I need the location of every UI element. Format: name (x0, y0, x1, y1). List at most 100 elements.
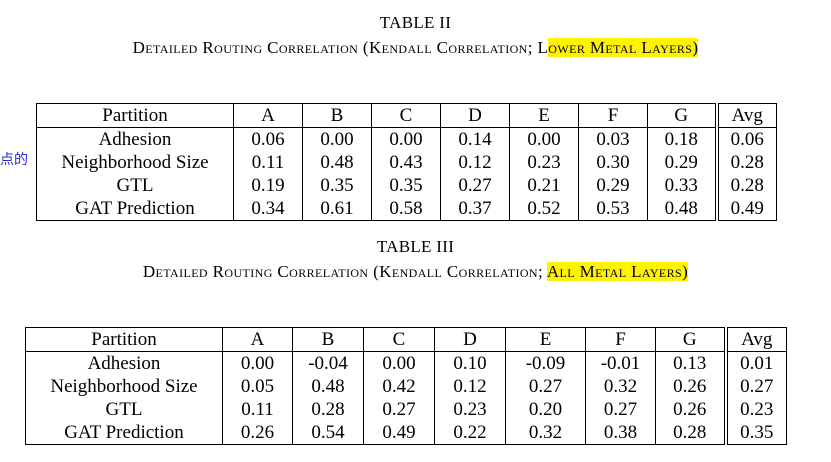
table-header-row: Partition A B C D E F G Avg (36, 103, 777, 128)
table-cell: 0.00 (371, 127, 441, 151)
table-cell: 0.61 (302, 197, 372, 221)
table-cell: 0.28 (292, 398, 364, 421)
table-header-row: Partition A B C D E F G Avg (25, 327, 787, 352)
header-partition: Partition (36, 103, 234, 128)
header-a: A (222, 327, 293, 352)
table-cell: 0.01 (723, 351, 787, 375)
table-cell: 0.32 (585, 375, 656, 398)
row-label: Adhesion (87, 353, 161, 374)
table-cell: 0.00 (302, 127, 372, 151)
table-cell: 0.58 (371, 197, 441, 221)
header-b: B (292, 327, 364, 352)
table-iii-caption-highlight: All Metal Layers) (546, 262, 689, 281)
table-iii-caption-plain: Detailed Routing Correlation (Kendall Co… (142, 262, 547, 281)
table-cell: 0.43 (371, 151, 441, 174)
table-cell: 0.27 (585, 398, 656, 421)
table-cell: 0.28 (655, 421, 726, 445)
table-cell: 0.19 (233, 174, 303, 197)
table-cell: 0.18 (647, 127, 717, 151)
table-cell: 0.26 (655, 398, 726, 421)
table-cell: 0.00 (222, 351, 293, 375)
row-label: GTL (116, 175, 154, 196)
table-row: GTL 0.11 0.28 0.27 0.23 0.20 0.27 0.26 0.23 (26, 398, 787, 421)
row-label: Adhesion (98, 129, 172, 150)
table-cell: 0.34 (233, 197, 303, 221)
table-cell: 0.28 (714, 174, 777, 197)
row-label: GTL (105, 399, 143, 420)
table-cell: 0.23 (509, 151, 579, 174)
table-cell: 0.33 (647, 174, 717, 197)
header-g: G (647, 103, 717, 128)
table-cell: 0.06 (233, 127, 303, 151)
table-cell: 0.35 (723, 421, 787, 445)
table-cell: 0.29 (647, 151, 717, 174)
table-cell: 0.28 (714, 151, 777, 174)
header-d: D (440, 103, 510, 128)
header-b: B (302, 103, 372, 128)
table-cell: 0.48 (647, 197, 717, 221)
table-cell: 0.27 (723, 375, 787, 398)
table-ii-label: TABLE II (379, 13, 452, 32)
table-cell: 0.53 (578, 197, 648, 221)
table-iii-label: TABLE III (376, 237, 455, 256)
table-cell: -0.04 (292, 351, 364, 375)
margin-annotation: 点的 (0, 152, 28, 168)
table-cell: 0.03 (578, 127, 648, 151)
table-cell: 0.49 (363, 421, 435, 445)
table-cell: 0.54 (292, 421, 364, 445)
table-cell: 0.30 (578, 151, 648, 174)
header-f: F (585, 327, 656, 352)
table-cell: 0.42 (363, 375, 435, 398)
table-cell: 0.49 (714, 197, 777, 221)
header-partition: Partition (25, 327, 223, 352)
table-cell: -0.09 (505, 351, 586, 375)
table-cell: 0.29 (578, 174, 648, 197)
table-cell: 0.11 (233, 151, 303, 174)
table-cell: 0.12 (434, 375, 506, 398)
header-d: D (434, 327, 506, 352)
table-row: Neighborhood Size 0.11 0.48 0.43 0.12 0.23 0.3… (37, 151, 777, 174)
table-ii-caption-plain: Detailed Routing Correlation (Kendall Co… (132, 38, 549, 57)
header-f: F (578, 103, 648, 128)
header-c: C (363, 327, 435, 352)
table-cell: 0.05 (222, 375, 293, 398)
table-row: Neighborhood Size 0.05 0.48 0.42 0.12 0.27 0.3… (26, 375, 787, 398)
table-cell: 0.32 (505, 421, 586, 445)
table-cell: 0.20 (505, 398, 586, 421)
header-g: G (655, 327, 726, 352)
table-cell: 0.52 (509, 197, 579, 221)
table-cell: 0.48 (292, 375, 364, 398)
table-row: Adhesion 0.00 -0.04 0.00 0.10 -0.09 -0.01 0.13 0… (26, 351, 787, 375)
table-cell: 0.22 (434, 421, 506, 445)
table-ii-caption: Detailed Routing Correlation (Kendall Co… (0, 38, 831, 58)
table-cell: 0.37 (440, 197, 510, 221)
table-cell: 0.21 (509, 174, 579, 197)
table-cell: 0.11 (222, 398, 293, 421)
table-cell: 0.13 (655, 351, 726, 375)
row-label: GAT Prediction (75, 198, 195, 219)
table-cell: 0.27 (505, 375, 586, 398)
table-cell: 0.26 (222, 421, 293, 445)
table-cell: 0.23 (434, 398, 506, 421)
row-label: Neighborhood Size (50, 376, 198, 397)
table-cell: 0.06 (714, 127, 777, 151)
row-label: Neighborhood Size (61, 152, 209, 173)
header-avg: Avg (723, 327, 787, 352)
table-cell: 0.35 (371, 174, 441, 197)
row-label: GAT Prediction (64, 422, 184, 443)
table-cell: 0.27 (363, 398, 435, 421)
table-cell: -0.01 (585, 351, 656, 375)
table-row: GTL 0.19 0.35 0.35 0.27 0.21 0.29 0.33 0.28 (37, 174, 777, 197)
table-cell: 0.38 (585, 421, 656, 445)
table-iii: Partition A B C D E F G Avg Adhesion 0.00 -0.04 0.00… (25, 327, 787, 445)
table-cell: 0.23 (723, 398, 787, 421)
table-cell: 0.00 (509, 127, 579, 151)
table-cell: 0.00 (363, 351, 435, 375)
table-cell: 0.48 (302, 151, 372, 174)
header-avg: Avg (714, 103, 777, 128)
header-a: A (233, 103, 303, 128)
table-row: GAT Prediction 0.34 0.61 0.58 0.37 0.52 0.53 0.… (37, 197, 777, 221)
table-cell: 0.14 (440, 127, 510, 151)
table-ii-caption-highlight: ower Metal Layers) (548, 38, 699, 57)
table-cell: 0.35 (302, 174, 372, 197)
